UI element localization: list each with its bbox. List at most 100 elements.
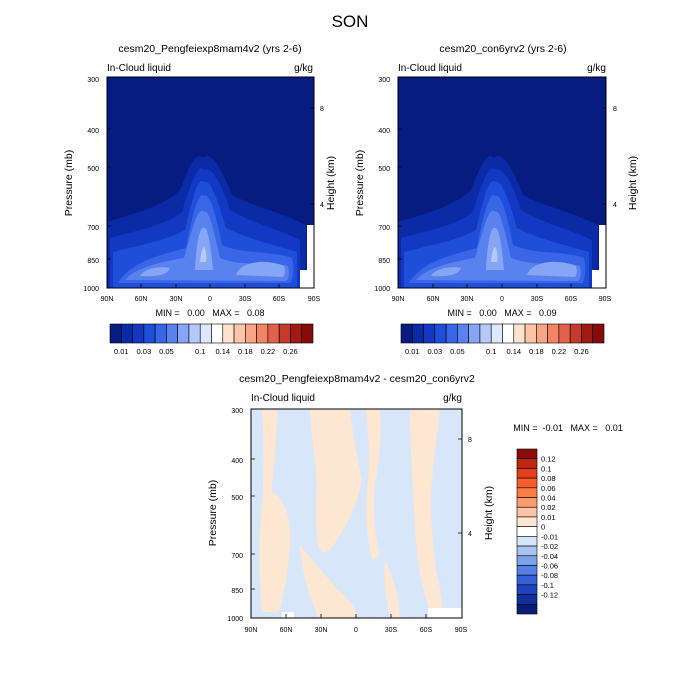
colorbar-tick-label: -0.01 [541,532,558,541]
colorbar-swatch [513,323,526,344]
contour-field [251,409,462,618]
colorbar-swatch [479,323,492,344]
colorbar-swatch [547,323,560,344]
panel-units: g/kg [294,63,313,74]
colorbar-swatch [301,323,314,344]
panel-title: cesm20_con6yrv2 (yrs 2-6) [439,43,566,55]
y-tick-label: 400 [378,128,390,135]
x-tick-label: 90S [455,627,468,634]
colorbar-swatch [445,323,458,344]
colorbar-swatch [143,323,156,344]
figure-title: SON [332,12,369,31]
panel-title: cesm20_Pengfeiexp8mam4v2 (yrs 2-6) [118,43,301,55]
colorbar-swatch [278,323,291,344]
y-axis-ticks: 300 400 500 700 850 1000 [374,76,402,293]
x-tick-label: 30S [385,627,398,634]
panel-control: cesm20_con6yrv2 (yrs 2-6) In-Cloud liqui… [354,43,639,356]
colorbar-swatch [411,323,424,344]
y-tick-label: 1000 [227,616,243,623]
colorbar-tick-label: 0.22 [552,347,567,356]
colorbar-swatch [558,323,571,344]
y-tick-label: 1000 [374,286,390,293]
colorbar-swatch [457,323,469,344]
panel-experiment: cesm20_Pengfeiexp8mam4v2 (yrs 2-6) In-Cl… [63,43,337,356]
colorbar-swatch [468,323,481,344]
x-tick-label: 30N [315,627,328,634]
colorbar-tick-label: 0.18 [529,347,544,356]
y-tick-label: 400 [87,128,99,135]
x-tick-label: 90N [392,296,405,303]
y-axis-right-label: Height (km) [627,156,639,210]
x-tick-label: 60S [273,296,286,303]
colorbar-tick-label: 0.18 [238,347,253,356]
y-right-tick-label: 8 [613,106,617,113]
y-right-tick-label: 4 [320,202,324,209]
x-tick-label: 90N [101,296,114,303]
colorbar-swatch [166,323,178,344]
y-tick-label: 300 [87,77,99,84]
x-tick-label: 30N [461,296,474,303]
panel-units: g/kg [443,393,462,404]
colorbar-tick-label: 0.02 [541,503,556,512]
colorbar-tick-label: 0.01 [405,347,420,356]
colorbar-tick-label: -0.04 [541,552,558,561]
colorbar-swatch [154,323,167,344]
colorbar-swatch [516,448,538,460]
colorbar-swatch [581,323,594,344]
y-tick-label: 400 [231,458,243,465]
y-tick-label: 850 [378,258,390,265]
colorbar-tick-label: -0.12 [541,591,558,600]
colorbar-tick-label: 0 [541,523,545,532]
colorbar-tick-label: 0.14 [506,347,521,356]
x-tick-label: 60N [280,627,293,634]
colorbar-tick-label: 0.08 [541,474,556,483]
y-tick-label: 850 [87,258,99,265]
x-tick-label: 30S [531,296,544,303]
colorbar: 0.120.10.080.060.040.020.010-0.01-0.02-0… [516,448,558,615]
panel-title: cesm20_Pengfeiexp8mam4v2 - cesm20_con6yr… [239,373,475,385]
colorbar-swatch [516,536,538,547]
colorbar-swatch [256,323,269,344]
colorbar-tick-label: 0.04 [541,494,556,503]
colorbar-swatch [211,323,224,344]
colorbar-swatch [132,323,145,344]
colorbar-swatch [177,323,190,344]
colorbar-swatch [516,506,538,518]
y-tick-label: 500 [87,166,99,173]
colorbar-tick-label: 0.03 [137,347,152,356]
colorbar-swatch [222,323,235,344]
y-axis-ticks: 300 400 500 700 850 1000 [227,408,255,623]
colorbar-tick-label: 0.22 [261,347,276,356]
colorbar-swatch [592,323,605,344]
y-tick-label: 700 [87,225,99,232]
colorbar-swatch [516,458,538,469]
panel-subtitle: In-Cloud liquid [107,63,171,74]
colorbar-tick-label: 0.1 [195,347,205,356]
colorbar: 0.01 0.03 0.05 0.1 0.14 0.18 0.22 0.26 [400,323,605,356]
min-max-stats: MIN = 0.00 MAX = 0.08 [155,308,264,318]
y-tick-label: 500 [378,166,390,173]
y-tick-label: 1000 [83,286,99,293]
colorbar-swatch [120,323,133,344]
y-tick-label: 850 [231,588,243,595]
colorbar-swatch [516,487,538,498]
x-axis-ticks: 90N 60N 30N 0 30S 60S 90S [392,284,612,303]
colorbar-tick-label: 0.03 [428,347,443,356]
colorbar-tick-label: 0.01 [114,347,129,356]
colorbar-swatch [516,594,538,605]
colorbar-swatch [516,526,538,537]
colorbar-swatch [290,323,303,344]
plot-frame [106,76,315,289]
contour-field [107,77,314,288]
colorbar-swatch [502,323,515,344]
y-tick-label: 700 [378,225,390,232]
x-tick-label: 60S [565,296,578,303]
colorbar-swatch [434,323,447,344]
x-tick-label: 90S [308,296,321,303]
colorbar-tick-label: -0.06 [541,561,558,570]
min-max-stats: MIN = -0.01 MAX = 0.01 [513,423,623,433]
y-axis-right-label: Height (km) [325,156,337,210]
colorbar-tick-label: 0.1 [486,347,496,356]
x-axis-ticks: 90N 60N 30N 0 30S 60S 90S [245,614,468,634]
plot-frame [250,408,463,619]
